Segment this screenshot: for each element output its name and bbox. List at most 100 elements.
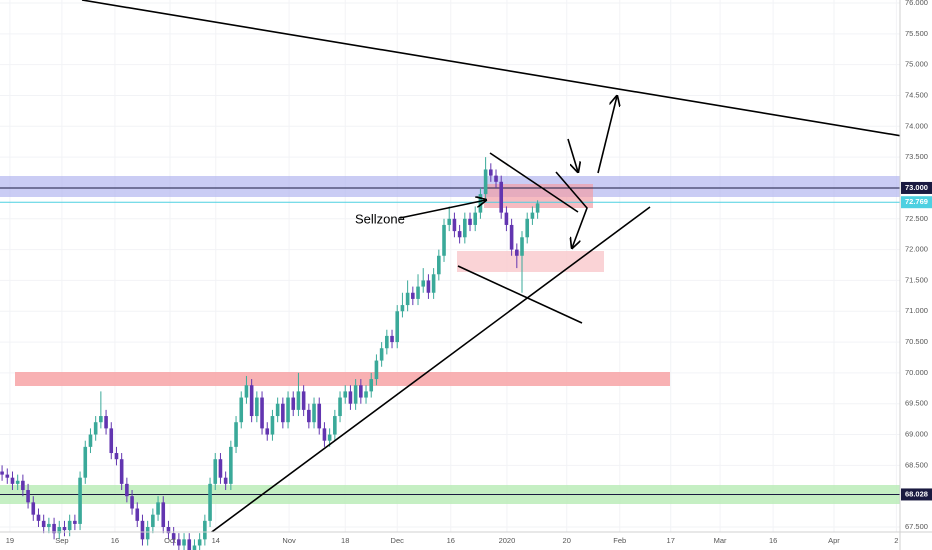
x-tick-label: 17 [667, 536, 675, 545]
candle-body [322, 428, 327, 441]
candle-body [489, 169, 493, 176]
y-tick-label: 70.500 [905, 337, 928, 346]
y-tick-label: 71.500 [905, 275, 928, 284]
candle-body [395, 311, 400, 343]
candle-body [421, 280, 426, 287]
candle-body [62, 527, 67, 531]
candle-body [442, 224, 446, 256]
candle-body [177, 539, 181, 546]
price-label-bg [901, 488, 932, 501]
candle-body [15, 480, 20, 484]
candle-body [452, 218, 457, 232]
candle-body [286, 397, 290, 423]
x-tick-label: 14 [212, 536, 220, 545]
grid [0, 0, 900, 532]
y-tick-label: 71.000 [905, 306, 928, 315]
arrow [597, 96, 617, 174]
candle-body [483, 169, 488, 195]
y-tick-label: 76.000 [905, 0, 928, 7]
candle-body [0, 471, 4, 475]
candle-body [499, 181, 504, 213]
y-tick-label: 72.000 [905, 245, 928, 254]
candle-body [57, 527, 62, 534]
x-tick-label: 20 [563, 536, 571, 545]
candle-body [119, 459, 124, 484]
trend-line [210, 206, 651, 532]
candle-body [151, 514, 155, 528]
candle-body [426, 280, 431, 293]
candle-body [364, 391, 368, 398]
candle-body [525, 218, 530, 238]
candle-body [281, 403, 285, 423]
y-tick-label: 67.500 [905, 522, 928, 531]
candle-body [291, 397, 296, 410]
y-tick-label: 73.500 [905, 152, 928, 161]
candle-body [343, 391, 348, 398]
candle-body [463, 218, 467, 238]
candle-body [333, 416, 337, 435]
candle-body [114, 453, 119, 460]
candle-body [270, 416, 275, 435]
candle-body [197, 539, 202, 546]
candle-body [21, 480, 25, 491]
candle-body [203, 520, 207, 540]
candle-body [385, 335, 389, 349]
candle-body [431, 274, 436, 293]
candle-body [244, 385, 249, 398]
candle-body [109, 428, 114, 454]
candle-body [104, 416, 108, 429]
candle-body [41, 520, 46, 528]
candle-body [73, 520, 77, 524]
candle-body [135, 508, 140, 521]
trend-line [457, 265, 583, 324]
candle-body [78, 477, 82, 524]
x-tick-label: Nov [282, 536, 296, 545]
axes: 67.50068.00068.50069.00069.50070.00070.5… [6, 0, 932, 545]
candle-body [125, 483, 129, 497]
candle-body [317, 403, 322, 429]
x-tick-label: Feb [613, 536, 626, 545]
trend-lines [81, 0, 900, 532]
candle-body [509, 224, 514, 250]
drawings [0, 176, 900, 504]
candle-body [234, 422, 238, 447]
price-label: 72.769 [905, 197, 928, 206]
x-tick-label: 2020 [499, 536, 516, 545]
y-tick-label: 69.000 [905, 430, 928, 439]
candle-body [530, 212, 535, 219]
pink-zone [457, 251, 604, 272]
candle-body [31, 502, 36, 515]
candle-body [208, 483, 212, 521]
candle-body [182, 539, 186, 546]
candle-body [301, 391, 306, 410]
candle-body [249, 385, 254, 417]
y-tick-label: 75.500 [905, 29, 928, 38]
candle-body [369, 379, 374, 392]
trend-line [81, 0, 900, 137]
trend-line [489, 152, 579, 213]
candle-body [275, 403, 280, 417]
candle-body [265, 428, 270, 435]
candle-body [130, 496, 134, 509]
arrow [567, 138, 578, 172]
candle-body [437, 255, 441, 275]
arrow [399, 200, 486, 219]
price-label: 68.028 [905, 489, 928, 498]
candle-body [327, 434, 332, 441]
x-tick-label: 18 [341, 536, 349, 545]
candle-body [213, 459, 218, 484]
y-tick-label: 75.000 [905, 60, 928, 69]
x-tick-label: 16 [769, 536, 777, 545]
candle-body [504, 212, 509, 225]
y-tick-label: 68.500 [905, 460, 928, 469]
x-tick-label: 19 [6, 536, 14, 545]
candle-body [5, 474, 10, 478]
candle-body [296, 391, 301, 410]
blue-zone [0, 176, 900, 197]
x-tick-label: Oct [164, 536, 177, 545]
candle-body [145, 527, 150, 540]
candles [0, 157, 540, 550]
candle-body [218, 459, 223, 478]
candle-body [93, 422, 98, 435]
candle-body [47, 523, 51, 528]
